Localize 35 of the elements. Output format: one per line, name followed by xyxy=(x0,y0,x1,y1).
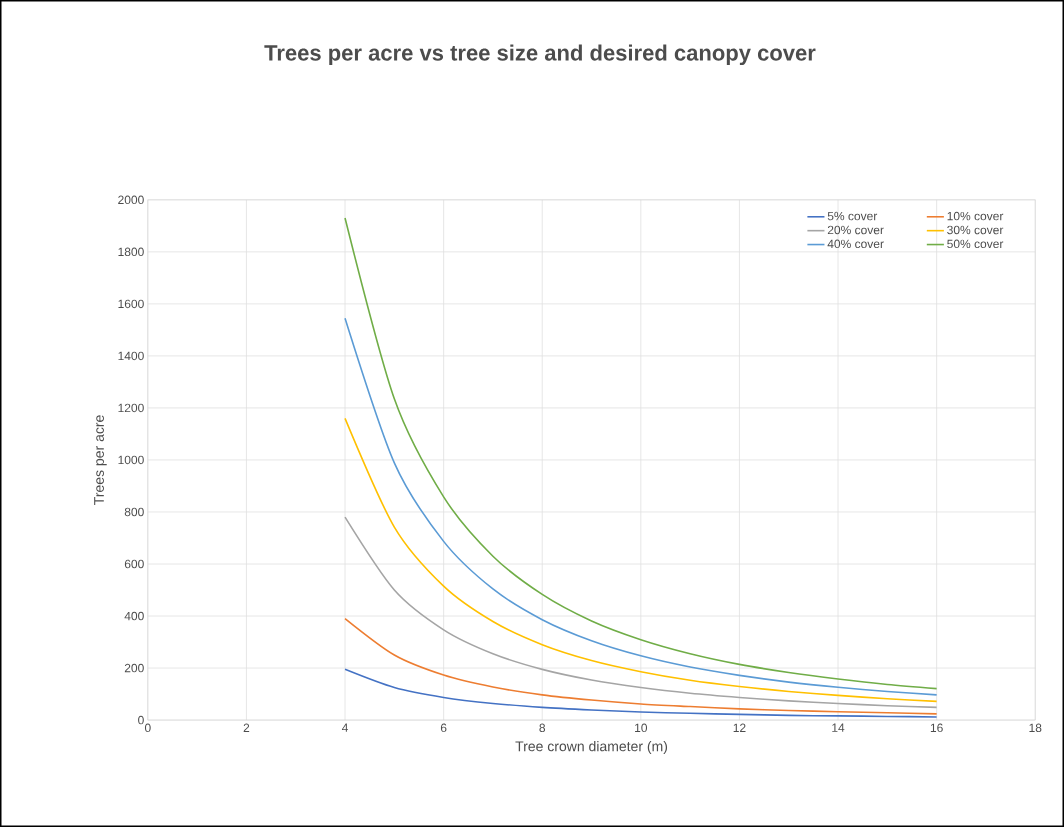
y-tick-label: 1200 xyxy=(118,403,144,413)
y-tick-label: 1600 xyxy=(118,299,144,309)
line-series xyxy=(344,317,938,696)
legend-label: 50% cover xyxy=(947,239,1004,249)
x-tick-label: 6 xyxy=(440,723,447,733)
y-tick-label: 0 xyxy=(138,715,144,725)
legend-label: 20% cover xyxy=(827,225,884,235)
x-tick-label: 18 xyxy=(1029,723,1042,733)
y-tick-label: 1400 xyxy=(118,351,144,361)
x-tick-label: 12 xyxy=(733,723,746,733)
line-series xyxy=(344,417,938,703)
y-tick-label: 600 xyxy=(124,559,144,569)
legend-label: 30% cover xyxy=(947,225,1004,235)
line-series xyxy=(344,668,938,718)
y-tick-label: 1000 xyxy=(118,455,144,465)
legend-label: 5% cover xyxy=(827,211,878,221)
y-axis-title: Trees per acre xyxy=(94,415,107,505)
legend-label: 10% cover xyxy=(947,211,1004,221)
x-tick-label: 10 xyxy=(635,723,648,733)
x-tick-label: 14 xyxy=(832,723,845,732)
x-tick-label: 0 xyxy=(144,723,151,733)
x-axis-title: Tree crown diameter (m) xyxy=(515,741,668,755)
y-tick-label: 2000 xyxy=(118,195,144,205)
x-tick-label: 2 xyxy=(243,723,250,733)
y-tick-label: 400 xyxy=(124,611,144,621)
line-series xyxy=(344,617,938,715)
line-series xyxy=(344,516,938,709)
chart-title: Trees per acre vs tree size and desired canopy cover xyxy=(264,44,816,66)
x-tick-label: 16 xyxy=(930,723,943,733)
legend-label: 40% cover xyxy=(827,239,884,249)
y-tick-label: 200 xyxy=(124,663,144,673)
y-tick-label: 800 xyxy=(124,507,144,517)
x-tick-label: 4 xyxy=(341,723,349,732)
y-tick-label: 1800 xyxy=(118,247,144,257)
x-tick-label: 8 xyxy=(539,723,546,733)
